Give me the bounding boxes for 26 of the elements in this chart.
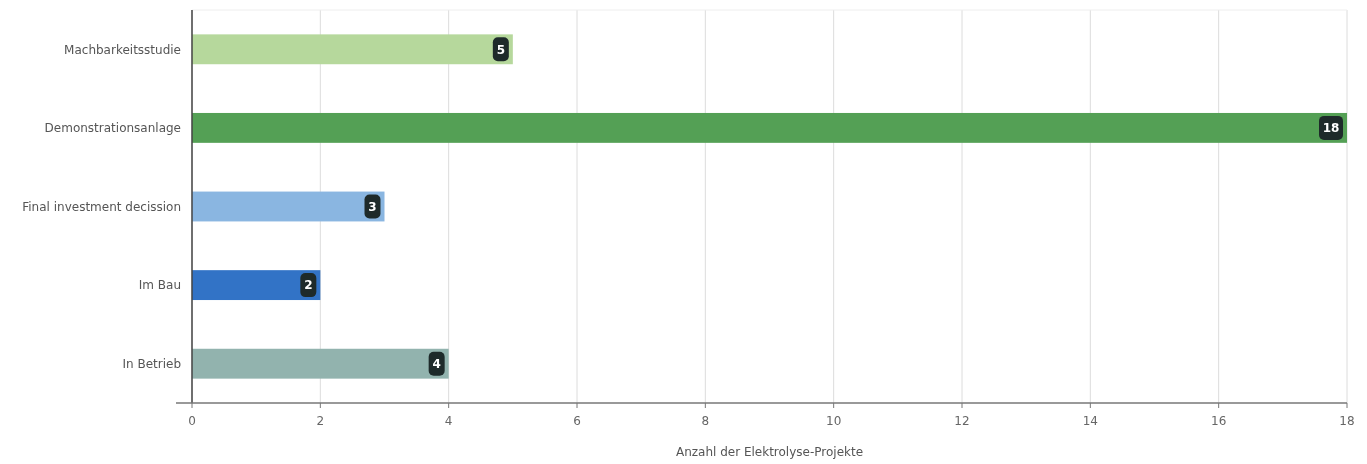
x-tick-label: 10 [826, 414, 842, 428]
bar [192, 191, 385, 222]
y-tick-label: Final investment decission [22, 199, 181, 214]
x-tick-label: 6 [573, 414, 581, 428]
y-tick-label: In Betrieb [122, 356, 181, 371]
x-tick-label: 2 [316, 414, 325, 428]
x-tick-label: 4 [444, 414, 453, 428]
x-tick-label: 14 [1082, 414, 1098, 428]
y-tick-label: Im Bau [138, 278, 181, 293]
bar [192, 348, 449, 379]
x-tick-label: 8 [701, 414, 710, 428]
x-tick-label: 16 [1211, 414, 1227, 428]
y-tick-label: Demonstrationsanlage [44, 121, 181, 136]
data-label: 2 [304, 278, 313, 293]
x-tick-label: 18 [1339, 414, 1355, 428]
data-label: 3 [368, 199, 377, 214]
x-tick-label: 0 [188, 414, 196, 428]
x-tick-label: 12 [954, 414, 970, 428]
bar [192, 270, 321, 301]
x-axis-title: Anzahl der Elektrolyse-Projekte [675, 445, 864, 459]
data-label: 4 [432, 356, 441, 371]
data-label: 18 [1322, 121, 1340, 136]
bar [192, 112, 1347, 143]
data-label: 5 [496, 42, 506, 57]
y-tick-label: Machbarkeitsstudie [64, 42, 181, 57]
bar [192, 34, 513, 65]
